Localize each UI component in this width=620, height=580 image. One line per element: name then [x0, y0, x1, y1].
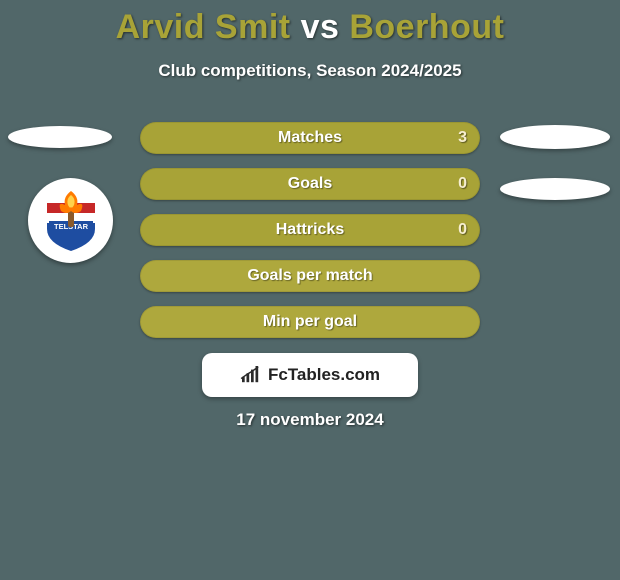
stat-row-min-per-goal: Min per goal	[140, 306, 480, 338]
season-subtitle: Club competitions, Season 2024/2025	[0, 61, 620, 81]
comparison-title: Arvid Smit vs Boerhout	[0, 0, 620, 47]
stats-container: Matches 3 Goals 0 Hattricks 0 Goals per …	[140, 122, 480, 352]
site-name: FcTables.com	[268, 365, 380, 385]
stat-goals-label: Goals	[288, 175, 332, 193]
stat-row-matches: Matches 3	[140, 122, 480, 154]
player-b-name: Boerhout	[349, 8, 504, 46]
player-a-club-badge: TELSTAR	[28, 178, 113, 263]
player-a-photo-placeholder	[8, 126, 112, 148]
stat-row-goals: Goals 0	[140, 168, 480, 200]
telstar-badge-icon: TELSTAR	[41, 189, 101, 253]
stat-hattricks-right: 0	[458, 215, 467, 245]
player-a-name: Arvid Smit	[116, 8, 291, 46]
stat-hattricks-label: Hattricks	[276, 221, 344, 239]
stat-row-goals-per-match: Goals per match	[140, 260, 480, 292]
snapshot-date: 17 november 2024	[0, 410, 620, 430]
vs-word: vs	[301, 8, 340, 46]
player-b-photo-placeholder	[500, 125, 610, 149]
stat-mpg-label: Min per goal	[263, 313, 357, 331]
stat-matches-right: 3	[458, 123, 467, 153]
stat-matches-label: Matches	[278, 129, 342, 147]
bar-chart-icon	[240, 366, 262, 384]
stat-row-hattricks: Hattricks 0	[140, 214, 480, 246]
stat-goals-right: 0	[458, 169, 467, 199]
player-b-club-placeholder	[500, 178, 610, 200]
site-attribution[interactable]: FcTables.com	[202, 353, 418, 397]
stat-gpm-label: Goals per match	[247, 267, 372, 285]
